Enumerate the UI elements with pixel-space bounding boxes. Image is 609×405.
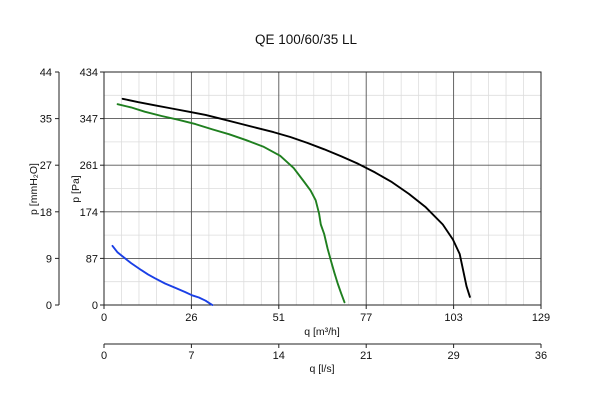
x-ls-tick-label: 0 <box>101 350 107 362</box>
x-axis-ls-title: q [l/s] <box>309 363 334 375</box>
y-pa-tick-label: 261 <box>80 160 98 172</box>
y-mmh2o-tick-label: 0 <box>46 300 52 312</box>
y-pa-tick-label: 0 <box>92 300 98 312</box>
y-mmh2o-tick-label: 35 <box>40 114 52 126</box>
x-axis-ls: 0 7 14 21 29 36 <box>101 343 547 362</box>
x-m3h-tick-label: 26 <box>185 312 197 324</box>
y-axis-mmh2o-title: p [mmH₂O] <box>28 163 40 215</box>
x-axis-m3h-title: q [m³/h] <box>304 326 340 338</box>
y-mmh2o-tick-label: 18 <box>40 207 52 219</box>
series-line-1 <box>121 97 471 298</box>
x-ls-tick-label: 14 <box>273 350 285 362</box>
y-pa-tick-label: 434 <box>80 67 98 79</box>
x-ls-tick-label: 7 <box>188 350 194 362</box>
series-line-2 <box>116 103 346 304</box>
y-mmh2o-tick-label: 44 <box>40 67 52 79</box>
y-axis-pa-ticks: 0 87 174 261 347 434 <box>80 67 104 312</box>
plot-frame <box>103 71 542 306</box>
x-m3h-tick-label: 0 <box>101 312 107 324</box>
series-line-3 <box>111 244 214 306</box>
x-ls-tick-label: 21 <box>360 350 372 362</box>
y-axis-pa-title: p [Pa] <box>70 175 82 203</box>
y-mmh2o-tick-label: 9 <box>46 253 52 265</box>
y-pa-tick-label: 347 <box>80 114 98 126</box>
x-ls-tick-label: 29 <box>447 350 459 362</box>
x-m3h-tick-label: 77 <box>360 312 372 324</box>
y-pa-tick-label: 174 <box>80 207 98 219</box>
chart-title: QE 100/60/35 LL <box>255 32 358 47</box>
series-layer <box>111 97 471 306</box>
x-axis-m3h-ticks: 0 26 51 77 103 129 <box>101 305 550 324</box>
y-axis-mmh2o-ticks: 0 9 18 27 35 44 <box>40 67 60 312</box>
minor-gridlines <box>104 72 541 305</box>
x-ls-tick-label: 36 <box>535 350 547 362</box>
y-mmh2o-tick-label: 27 <box>40 160 52 172</box>
y-pa-tick-label: 87 <box>86 253 98 265</box>
x-m3h-tick-label: 51 <box>273 312 285 324</box>
x-m3h-tick-label: 103 <box>444 312 462 324</box>
x-m3h-tick-label: 129 <box>532 312 550 324</box>
